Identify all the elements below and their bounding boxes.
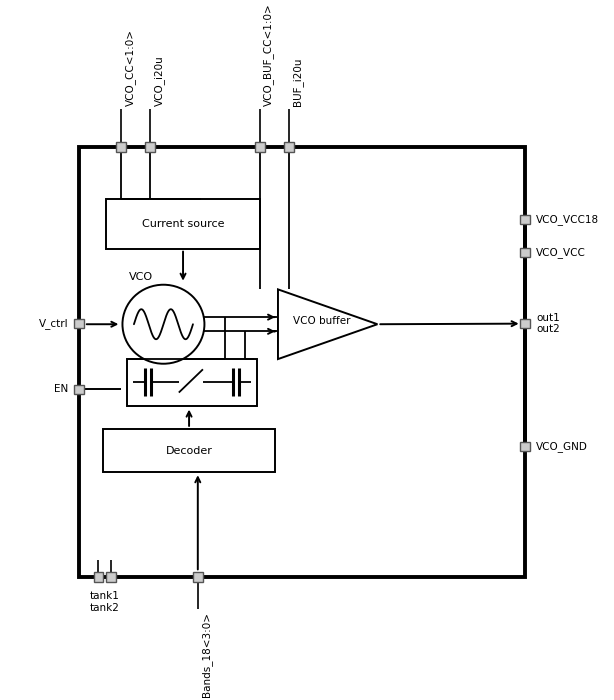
Bar [117,142,126,152]
Bar [127,359,257,405]
Text: V_ctrl: V_ctrl [39,318,68,329]
Bar [74,384,84,394]
Text: out1
out2: out1 out2 [536,313,560,335]
Text: VCO_i20u: VCO_i20u [154,55,165,106]
Bar [520,248,530,258]
Bar [520,442,530,451]
Bar [193,573,203,582]
Text: Current source: Current source [142,219,224,229]
Text: VCO_GND: VCO_GND [536,441,588,452]
Bar [106,199,260,248]
Text: VCO_BUF_CC<1:0>: VCO_BUF_CC<1:0> [263,4,274,106]
Bar [520,319,530,328]
Text: VCO_CC<1:0>: VCO_CC<1:0> [125,29,136,106]
Bar [520,215,530,224]
Text: Bands_18<3:0>: Bands_18<3:0> [201,612,212,696]
Text: Decoder: Decoder [166,446,212,456]
Text: tank1
tank2: tank1 tank2 [90,592,120,613]
Bar [103,429,275,472]
Text: VCO_VCC: VCO_VCC [536,247,586,258]
Text: VCO_VCC18: VCO_VCC18 [536,214,599,225]
Text: VCO: VCO [128,272,153,282]
Text: VCO buffer: VCO buffer [293,316,351,326]
Text: BUF_i20u: BUF_i20u [292,58,303,106]
Bar [284,142,293,152]
Bar [106,573,116,582]
Bar [74,319,84,328]
Text: EN: EN [54,384,68,394]
Bar [79,147,525,577]
Circle shape [122,285,204,364]
Polygon shape [278,289,378,359]
Bar [93,573,103,582]
Bar [146,142,155,152]
Bar [255,142,265,152]
